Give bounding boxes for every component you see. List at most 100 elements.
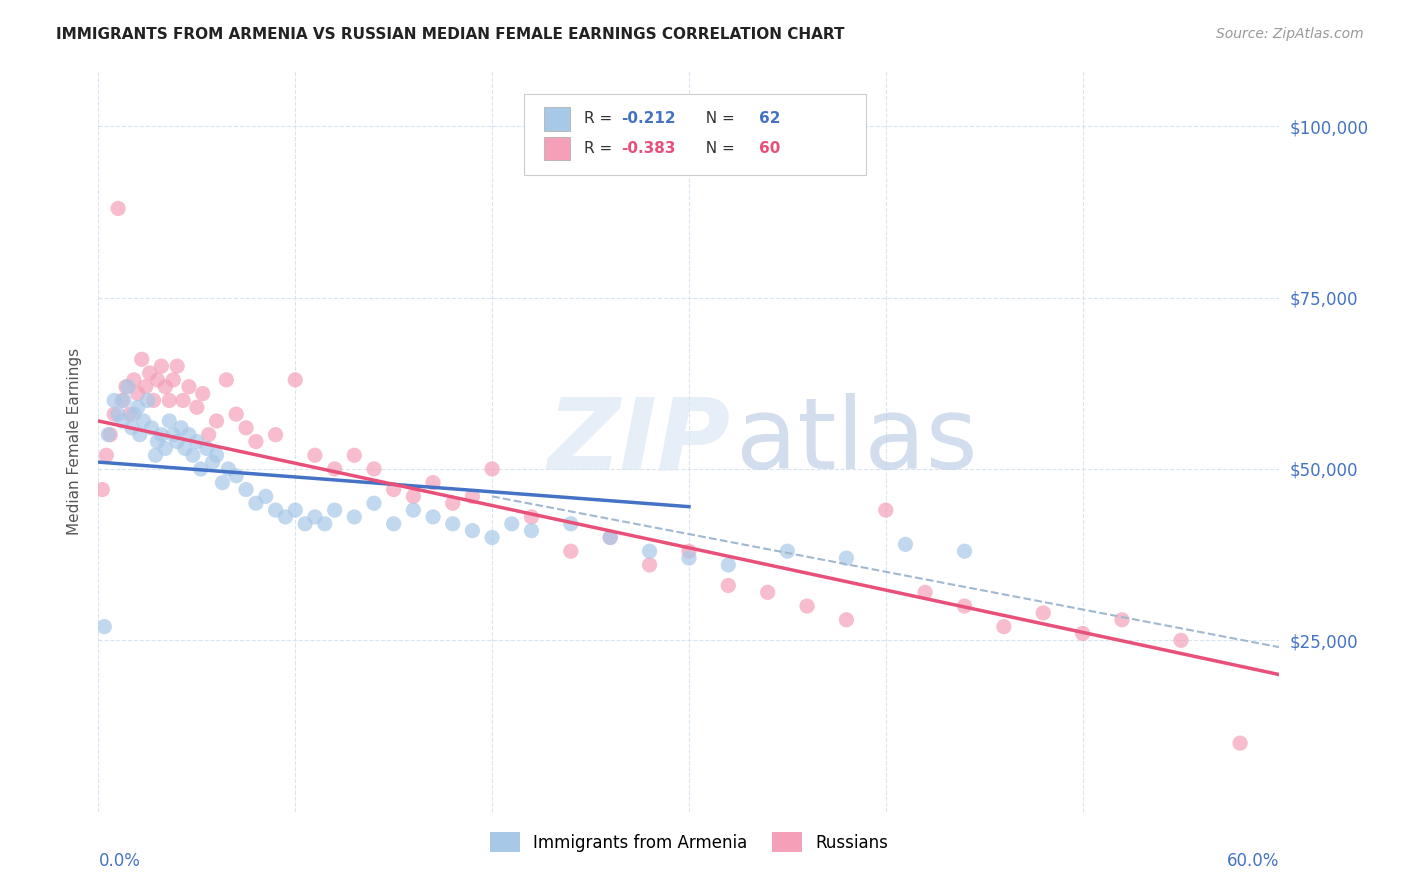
Point <box>796 599 818 613</box>
Point <box>953 544 976 558</box>
Point <box>103 407 125 421</box>
Point <box>678 551 700 566</box>
Point <box>131 352 153 367</box>
Point <box>284 503 307 517</box>
Point <box>127 386 149 401</box>
Point <box>441 496 464 510</box>
Point <box>150 427 173 442</box>
Point <box>245 434 267 449</box>
Point <box>254 489 277 503</box>
Text: atlas: atlas <box>737 393 977 490</box>
Point <box>304 448 326 462</box>
FancyBboxPatch shape <box>544 136 569 161</box>
Point <box>481 531 503 545</box>
Point <box>107 407 129 421</box>
Text: Source: ZipAtlas.com: Source: ZipAtlas.com <box>1216 27 1364 41</box>
Point <box>128 427 150 442</box>
Point <box>174 442 197 456</box>
Point <box>91 483 114 497</box>
Y-axis label: Median Female Earnings: Median Female Earnings <box>67 348 83 535</box>
Text: -0.383: -0.383 <box>621 141 676 156</box>
Text: IMMIGRANTS FROM ARMENIA VS RUSSIAN MEDIAN FEMALE EARNINGS CORRELATION CHART: IMMIGRANTS FROM ARMENIA VS RUSSIAN MEDIA… <box>56 27 845 42</box>
Text: 60: 60 <box>759 141 780 156</box>
Point <box>162 373 184 387</box>
Point <box>177 380 200 394</box>
Point <box>264 503 287 517</box>
Point <box>122 373 145 387</box>
Point <box>97 427 120 442</box>
Point <box>118 407 141 421</box>
Point <box>112 393 135 408</box>
Point <box>211 475 233 490</box>
Point <box>111 414 134 428</box>
Point <box>245 496 267 510</box>
Point <box>138 366 160 380</box>
Point <box>1032 606 1054 620</box>
Point <box>461 524 484 538</box>
Text: ZIP: ZIP <box>547 393 730 490</box>
Point <box>402 503 425 517</box>
Point <box>599 531 621 545</box>
Point <box>166 359 188 373</box>
Point <box>157 393 180 408</box>
Point <box>953 599 976 613</box>
Point <box>894 537 917 551</box>
Point <box>599 531 621 545</box>
Point <box>422 510 444 524</box>
Point <box>274 510 297 524</box>
Point <box>190 462 212 476</box>
Point <box>294 516 316 531</box>
Point <box>136 393 159 408</box>
Point <box>103 393 125 408</box>
Point <box>717 578 740 592</box>
Point <box>284 373 307 387</box>
Point <box>343 448 366 462</box>
Point <box>150 359 173 373</box>
Point <box>205 414 228 428</box>
Point <box>235 483 257 497</box>
Point <box>441 516 464 531</box>
Point <box>107 202 129 216</box>
Text: 60.0%: 60.0% <box>1227 853 1279 871</box>
Point <box>481 462 503 476</box>
Point <box>141 421 163 435</box>
Point <box>717 558 740 572</box>
Point <box>191 386 214 401</box>
Point <box>157 414 180 428</box>
Point <box>461 489 484 503</box>
Point <box>560 516 582 531</box>
Point <box>166 434 188 449</box>
Point <box>155 442 177 456</box>
Point <box>197 427 219 442</box>
Point <box>172 393 194 408</box>
Text: N =: N = <box>696 141 740 156</box>
Point <box>264 427 287 442</box>
Point <box>146 434 169 449</box>
Point <box>132 414 155 428</box>
Point <box>96 448 118 462</box>
Point <box>235 421 257 435</box>
Point <box>135 380 157 394</box>
FancyBboxPatch shape <box>544 107 569 130</box>
Point <box>638 558 661 572</box>
Point <box>343 510 366 524</box>
Point <box>323 462 346 476</box>
Point <box>127 401 149 415</box>
Point <box>520 524 543 538</box>
Point <box>914 585 936 599</box>
Text: 0.0%: 0.0% <box>98 853 141 871</box>
Point <box>835 551 858 566</box>
Point <box>560 544 582 558</box>
Text: 62: 62 <box>759 112 780 127</box>
Point <box>225 468 247 483</box>
Point <box>177 427 200 442</box>
FancyBboxPatch shape <box>523 94 866 175</box>
Text: R =: R = <box>583 112 617 127</box>
Point <box>382 516 405 531</box>
Point <box>314 516 336 531</box>
Point <box>835 613 858 627</box>
Point <box>162 427 184 442</box>
Text: R =: R = <box>583 141 617 156</box>
Point <box>145 448 167 462</box>
Text: -0.212: -0.212 <box>621 112 676 127</box>
